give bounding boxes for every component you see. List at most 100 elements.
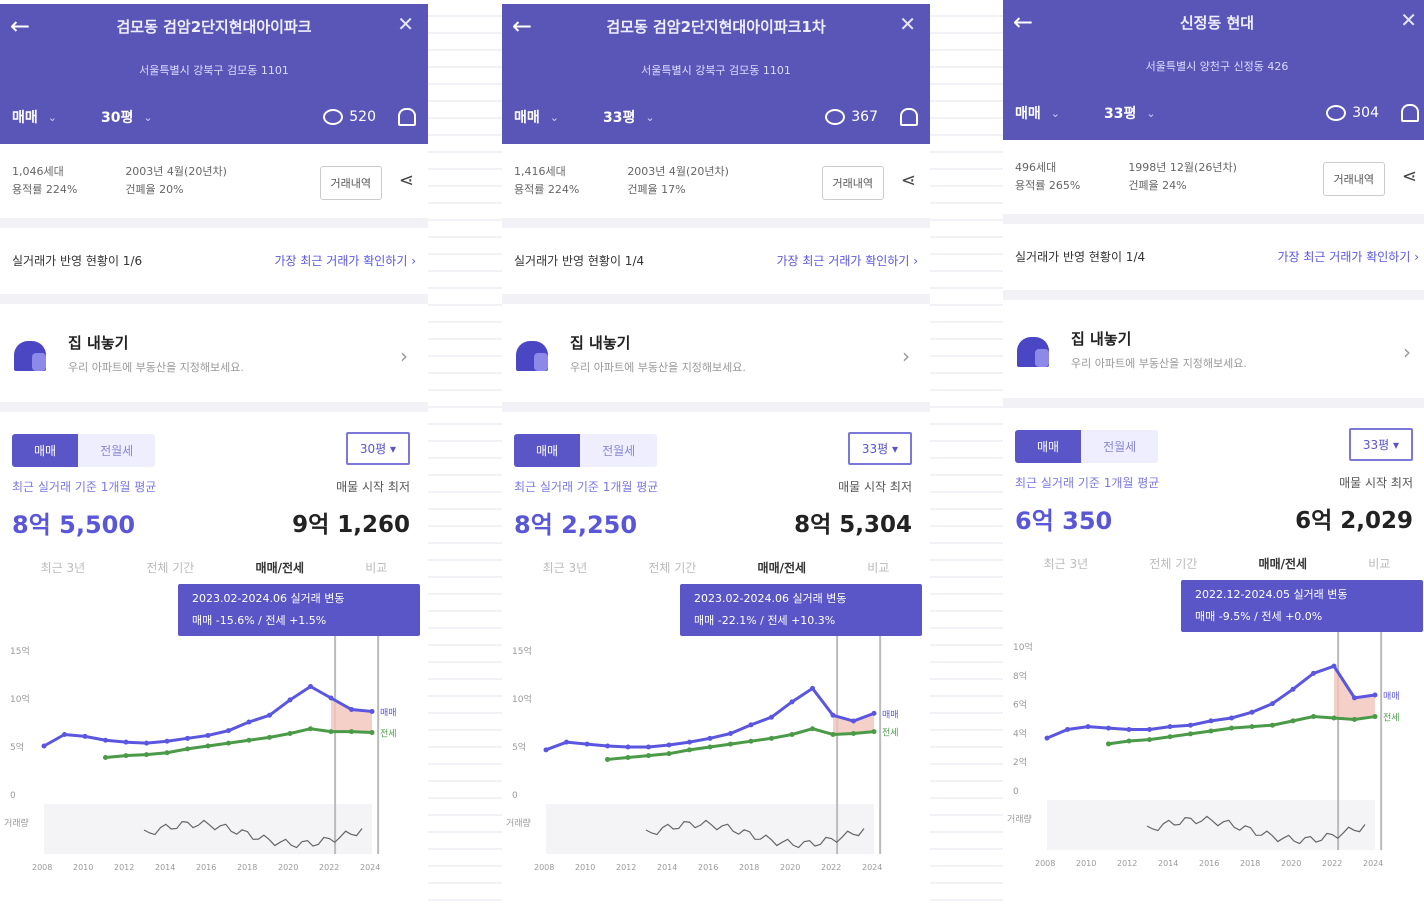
x-tick-label: 2010	[1076, 859, 1096, 868]
avg-price-label: 최근 실거래 기준 1개월 평균	[12, 480, 157, 494]
data-point	[267, 734, 272, 740]
x-tick-label: 2020	[278, 863, 298, 872]
tab-recent-3y[interactable]: 최근 3년	[542, 560, 588, 575]
notice-link[interactable]: 가장 최근 거래가 확인하기 ›	[1277, 250, 1420, 264]
data-point	[287, 697, 293, 703]
back-arrow-icon[interactable]: ←	[512, 12, 533, 40]
banner-desc: 우리 아파트에 부동산을 지정해보세요.	[1071, 356, 1247, 370]
tab-recent-3y[interactable]: 최근 3년	[1043, 556, 1089, 571]
gap-area	[1334, 666, 1375, 720]
series-line-rent	[1108, 715, 1376, 746]
transactions-button[interactable]: 거래내역	[319, 166, 382, 200]
tab-all-period[interactable]: 전체 기간	[146, 560, 195, 575]
data-point	[769, 735, 774, 741]
notice-text: 실거래가 반영 현황이 1/4	[1015, 250, 1146, 264]
data-point	[287, 731, 293, 737]
data-point	[1188, 731, 1193, 737]
close-icon[interactable]: ✕	[1400, 8, 1417, 32]
comment-button[interactable]: 367	[825, 109, 878, 125]
tab-compare[interactable]: 비교	[365, 560, 388, 575]
trade-type-select[interactable]: 매매	[1015, 106, 1041, 122]
data-point	[1331, 663, 1337, 669]
data-point	[871, 710, 877, 716]
price-chart: 15억 10억 5억 0 거래량 매매 전세 2008 2010 2012 2014 2016 2018…	[0, 584, 428, 874]
list-home-banner[interactable]: 집 내놓기 우리 아파트에 부동산을 지정해보세요. ›	[0, 304, 428, 412]
listing-price: 매물 시작 최저 8억 5,304	[794, 478, 912, 539]
tab-recent-3y[interactable]: 최근 3년	[40, 560, 86, 575]
comment-bubble-icon	[323, 109, 344, 125]
transactions-button[interactable]: 거래내역	[821, 166, 884, 200]
notice-link[interactable]: 가장 최근 거래가 확인하기 ›	[274, 254, 417, 268]
info-left: 496세대 용적률 265%	[1015, 159, 1080, 195]
back-arrow-icon[interactable]: ←	[1013, 8, 1034, 36]
back-arrow-icon[interactable]: ←	[10, 12, 31, 40]
series-end-label: 전세	[1383, 713, 1400, 724]
area-select[interactable]: 30평	[100, 110, 134, 126]
app-header: ← 검모동 검암2단지현대아이파크1차 ✕ 서울특별시 강북구 검모동 1101…	[502, 4, 930, 144]
share-icon[interactable]: ⋖	[1401, 166, 1417, 187]
share-icon[interactable]: ⋖	[900, 170, 916, 191]
area-select[interactable]: 33평	[602, 110, 636, 126]
price-chart: 15억 10억 5억 0 거래량 매매 전세 2008 2010 2012 2014 2016 2018…	[502, 584, 930, 874]
comment-bubble-icon	[825, 109, 846, 125]
data-point	[564, 739, 569, 745]
data-point	[267, 712, 272, 718]
toggle-rent[interactable]: 전월세	[78, 434, 156, 467]
tooltip-line: 2022.12-2024.05 실거래 변동	[1195, 588, 1348, 601]
floor-area-ratio: 용적률 265%	[1015, 179, 1081, 192]
x-tick-label: 2012	[616, 863, 636, 872]
listing-price-label: 매물 시작 최저	[838, 480, 912, 494]
bell-icon[interactable]	[1401, 104, 1419, 122]
tooltip-line: 매매 -22.1% / 전세 +10.3%	[694, 614, 836, 627]
data-point	[1331, 715, 1337, 721]
info-right: 1998년 12월(26년차) 건폐율 24%	[1128, 159, 1237, 195]
area-select[interactable]: 33평	[1103, 106, 1137, 122]
series-line-rent	[607, 727, 875, 761]
y-tick-label: 0	[10, 791, 16, 801]
gap-area	[331, 698, 372, 733]
chart-tabs: 최근 3년 전체 기간 매매/전세 비교	[0, 550, 428, 590]
data-point	[1270, 701, 1275, 707]
bell-icon[interactable]	[900, 108, 918, 126]
comment-button[interactable]: 304	[1326, 105, 1379, 121]
transactions-button[interactable]: 거래내역	[1322, 162, 1385, 196]
trade-type-select[interactable]: 매매	[12, 110, 38, 126]
bell-icon[interactable]	[398, 108, 416, 126]
toggle-sale[interactable]: 매매	[1015, 430, 1082, 463]
list-home-banner[interactable]: 집 내놓기 우리 아파트에 부동산을 지정해보세요. ›	[1003, 300, 1424, 408]
area-dropdown[interactable]: 33평 ▾	[847, 432, 912, 465]
toggle-rent[interactable]: 전월세	[580, 434, 658, 467]
price-chart: 10억 8억 6억 4억 2억 0 거래량 매매 전세 2008 2010 2012 2014 2016 2…	[1003, 580, 1424, 870]
area-dropdown[interactable]: 33평 ▾	[1348, 428, 1413, 461]
x-tick-label: 2020	[780, 863, 800, 872]
share-icon[interactable]: ⋖	[398, 170, 414, 191]
close-icon[interactable]: ✕	[397, 12, 414, 36]
area-dropdown[interactable]: 30평 ▾	[345, 432, 410, 465]
toggle-sale[interactable]: 매매	[514, 434, 581, 467]
comment-button[interactable]: 520	[323, 109, 376, 125]
notice-link[interactable]: 가장 최근 거래가 확인하기 ›	[776, 254, 919, 268]
volume-area	[546, 804, 874, 854]
x-tick-label: 2016	[1199, 859, 1219, 868]
y-tick-label: 10억	[10, 693, 30, 705]
tab-all-period[interactable]: 전체 기간	[648, 560, 697, 575]
listing-price-value: 6억 2,029	[1295, 508, 1413, 534]
phone-screen: ← 신정동 현대 ✕ 서울특별시 양천구 신정동 426 매매 ⌄ 33평 ⌄ …	[1003, 0, 1424, 908]
list-home-banner[interactable]: 집 내놓기 우리 아파트에 부동산을 지정해보세요. ›	[502, 304, 930, 412]
comment-count: 520	[349, 109, 376, 125]
data-point	[308, 683, 313, 689]
comment-bubble-icon	[1326, 105, 1347, 121]
tab-all-period[interactable]: 전체 기간	[1149, 556, 1198, 571]
toggle-rent[interactable]: 전월세	[1081, 430, 1159, 463]
listing-price-value: 8억 5,304	[794, 512, 912, 538]
house-logo-icon	[1015, 329, 1055, 369]
trade-type-select[interactable]: 매매	[514, 110, 540, 126]
tab-compare[interactable]: 비교	[867, 560, 890, 575]
toggle-sale[interactable]: 매매	[12, 434, 79, 467]
data-point	[1147, 727, 1152, 733]
tab-compare[interactable]: 비교	[1368, 556, 1391, 571]
x-tick-label: 2022	[319, 863, 339, 872]
complex-address: 서울특별시 양천구 신정동 426	[1145, 60, 1289, 73]
close-icon[interactable]: ✕	[899, 12, 916, 36]
